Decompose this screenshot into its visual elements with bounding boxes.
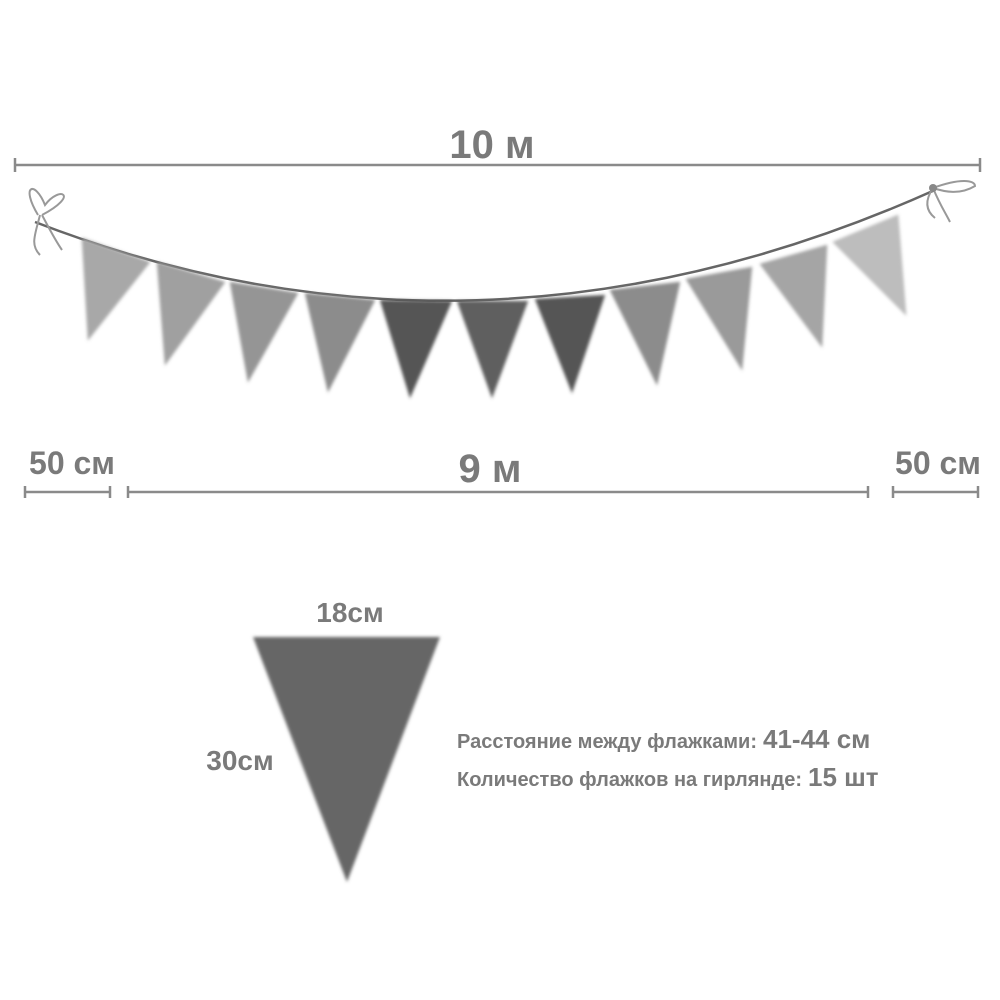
specs: Расстояние между флажками: 41-44 см Колич… — [457, 724, 879, 792]
spec-line: Количество флажков на гирлянде: 15 шт — [457, 762, 879, 792]
bottom-dimensions: 50 см 9 м 50 см — [23, 445, 981, 498]
left-bow — [28, 188, 65, 256]
flag — [156, 261, 226, 367]
right-bow — [926, 180, 977, 223]
middle-length-label: 9 м — [459, 447, 522, 491]
flag — [379, 299, 453, 400]
flag-shape — [253, 637, 440, 882]
flag — [832, 214, 907, 317]
left-margin-label: 50 см — [29, 445, 115, 481]
flag — [304, 292, 376, 394]
flag-detail: 18см 30см — [206, 597, 440, 882]
flag — [81, 237, 151, 342]
spec-label: Расстояние между флажками: — [457, 731, 757, 753]
spec-line: Расстояние между флажками: 41-44 см — [457, 724, 870, 754]
garland — [28, 180, 977, 400]
flags — [81, 214, 907, 400]
top-dimension: 10 м — [13, 123, 982, 172]
flag — [685, 266, 753, 372]
top-length-label: 10 м — [449, 123, 534, 167]
right-margin-label: 50 см — [895, 445, 981, 481]
spec-value: 41-44 см — [763, 724, 870, 754]
flag — [456, 300, 529, 400]
spec-label: Количество флажков на гирлянде: — [457, 769, 802, 791]
flag-height-label: 30см — [206, 745, 273, 776]
flag-width-label: 18см — [316, 597, 383, 628]
flag — [534, 294, 606, 395]
spec-value: 15 шт — [808, 762, 879, 792]
flag — [759, 244, 828, 349]
flag — [609, 281, 681, 387]
flag — [229, 281, 299, 384]
